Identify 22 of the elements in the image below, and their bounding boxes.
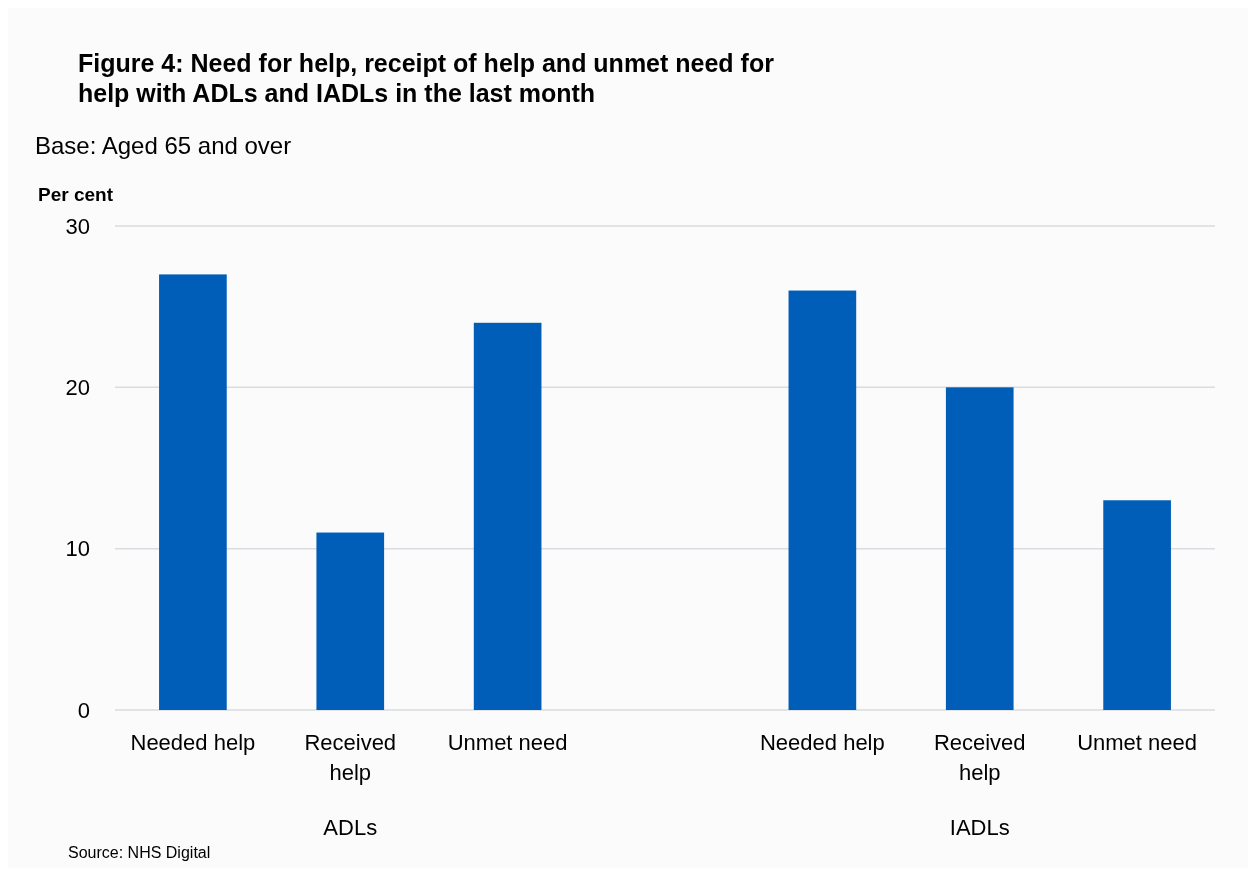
x-tick-label: Needed help: [130, 730, 256, 755]
bar: [1103, 500, 1171, 710]
source-note: Source: NHS Digital: [68, 844, 211, 861]
bar: [945, 387, 1014, 710]
text: IADLs: [949, 815, 1010, 840]
x-tick-label: Received help: [304, 730, 397, 785]
chart-subtitle: Base: Aged 65 and over: [35, 132, 292, 159]
bar: [316, 532, 385, 710]
x-tick-label: Received help: [933, 730, 1026, 785]
x-tick-label: Unmet need: [447, 730, 568, 755]
bar: [159, 274, 227, 710]
bar: [788, 290, 857, 710]
y-tick-label: 30: [65, 213, 90, 239]
x-tick-label: Needed help: [759, 730, 885, 755]
y-tick-label: 20: [65, 375, 90, 401]
bar: [473, 322, 542, 710]
chart-title: Figure 4: Need for help, receipt of help and unmet need for help with ADLs and IADLs in the last month: [78, 49, 775, 107]
y-tick-label: 0: [77, 697, 90, 723]
y-tick-label: 10: [65, 536, 90, 562]
x-tick-label: Unmet need: [1077, 730, 1198, 755]
y-axis-title: Per cent: [38, 184, 114, 205]
text: ADLs: [323, 815, 378, 840]
